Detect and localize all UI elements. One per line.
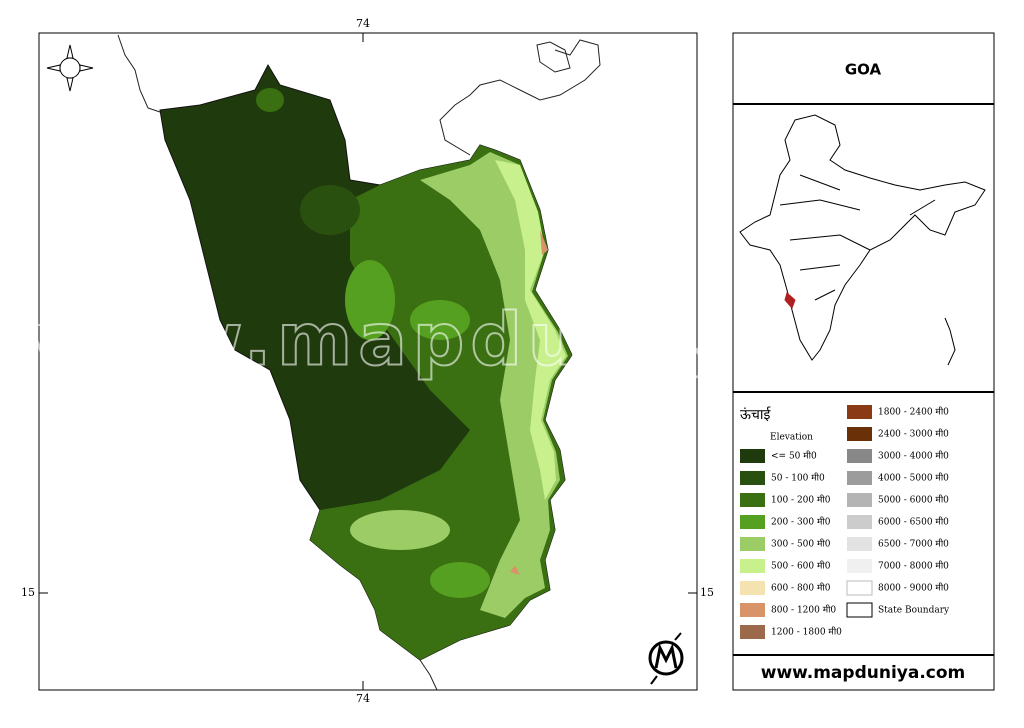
legend-swatch <box>847 471 872 485</box>
legend-label: 600 - 800 मी0 <box>771 582 831 594</box>
legend-swatch <box>847 559 872 573</box>
legend-title: ऊंचाई <box>740 406 772 423</box>
legend-label: State Boundary <box>878 606 950 616</box>
map-title: GOA <box>845 61 882 79</box>
legend-swatch <box>847 493 872 507</box>
legend-label: 1200 - 1800 मी0 <box>771 626 842 638</box>
legend-label: 3000 - 4000 मी0 <box>878 450 949 462</box>
footer-url: www.mapduniya.com <box>761 663 966 683</box>
legend-label: 1800 - 2400 मी0 <box>878 406 949 418</box>
legend-label: 300 - 500 मी0 <box>771 538 831 550</box>
legend-swatch <box>740 449 765 463</box>
latitude-label: 15 <box>21 586 35 599</box>
legend-label: 2400 - 3000 मी0 <box>878 428 949 440</box>
legend-label: 800 - 1200 मी0 <box>771 604 836 616</box>
legend-label: 8000 - 9000 मी0 <box>878 582 949 594</box>
legend-swatch <box>740 515 765 529</box>
legend-swatch <box>740 537 765 551</box>
boundaries <box>117 34 601 691</box>
legend-swatch <box>847 405 872 419</box>
legend-swatch <box>847 449 872 463</box>
compass <box>46 44 94 92</box>
inset-map <box>739 114 986 366</box>
legend-label: 6000 - 6500 मी0 <box>878 516 949 528</box>
goa-map <box>159 63 573 661</box>
legend-label: 500 - 600 मी0 <box>771 560 831 572</box>
legend-swatch <box>740 581 765 595</box>
legend-swatch <box>846 580 873 596</box>
legend-swatch <box>740 493 765 507</box>
longitude-label: 74 <box>356 17 370 30</box>
legend-label: 6500 - 7000 मी0 <box>878 538 949 550</box>
legend-swatch <box>847 537 872 551</box>
legend-swatch <box>740 625 765 639</box>
legend-label: 4000 - 5000 मी0 <box>878 472 949 484</box>
logo <box>648 632 684 685</box>
legend-label: <= 50 मी0 <box>771 450 817 462</box>
latitude-label: 15 <box>700 586 714 599</box>
legend-label: 200 - 300 मी0 <box>771 516 831 528</box>
legend: ऊंचाई Elevation <= 50 मी0 50 - 100 मी0 100… <box>740 405 950 639</box>
longitude-label: 74 <box>356 692 370 705</box>
legend-swatch <box>740 559 765 573</box>
legend-swatch <box>847 515 872 529</box>
legend-label: 7000 - 8000 मी0 <box>878 560 949 572</box>
legend-swatch <box>847 427 872 441</box>
legend-swatch <box>846 602 873 618</box>
legend-swatch <box>740 603 765 617</box>
legend-label: 5000 - 6000 मी0 <box>878 494 949 506</box>
legend-swatch <box>740 471 765 485</box>
legend-subtitle: Elevation <box>770 433 813 443</box>
legend-label: 100 - 200 मी0 <box>771 494 831 506</box>
legend-label: 50 - 100 मी0 <box>771 472 825 484</box>
